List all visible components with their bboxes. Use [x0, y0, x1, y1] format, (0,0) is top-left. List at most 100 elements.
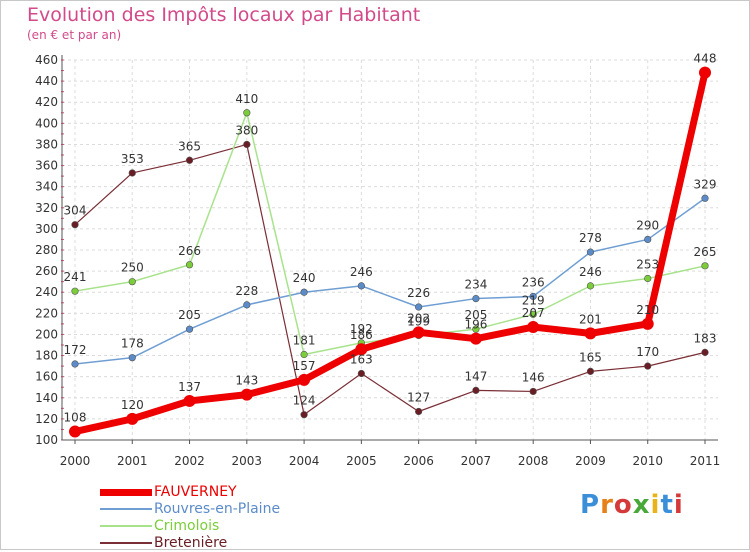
data-point-crimolois — [701, 262, 709, 270]
data-label-crimolois: 253 — [636, 258, 659, 272]
y-tick-label: 340 — [35, 180, 58, 194]
y-tick-label: 320 — [35, 201, 58, 215]
data-label-rouvres-en-plaine: 240 — [293, 271, 316, 285]
data-point-fauverney — [527, 321, 540, 334]
y-tick-label: 260 — [35, 264, 58, 278]
legend-label: Rouvres-en-Plaine — [154, 501, 281, 517]
data-point-rouvres-en-plaine — [586, 248, 595, 256]
data-point-breteni-re — [529, 387, 537, 396]
data-label-rouvres-en-plaine: 246 — [350, 265, 373, 279]
data-label-rouvres-en-plaine: 290 — [636, 218, 659, 232]
data-label-fauverney: 448 — [694, 52, 717, 66]
y-tick-label: 460 — [35, 53, 58, 67]
x-tick-label: 2003 — [232, 454, 263, 468]
data-label-crimolois: 192 — [350, 322, 373, 336]
data-point-fauverney — [69, 425, 81, 438]
y-tick-label: 180 — [35, 349, 58, 363]
y-tick-label: 440 — [35, 74, 58, 88]
legend-swatch — [100, 508, 152, 510]
data-label-fauverney: 137 — [178, 380, 201, 394]
y-tick-label: 400 — [35, 116, 58, 130]
tick-labels: 100 120 140 160 180 200 220 240 260 280 300 320 340 3… — [35, 53, 720, 468]
chart-subtitle: (en € et par an) — [27, 28, 122, 42]
data-label-fauverney: 120 — [121, 398, 144, 412]
data-point-crimolois — [300, 350, 308, 359]
data-point-breteni-re — [128, 169, 136, 177]
data-label-crimolois: 410 — [235, 92, 258, 106]
data-point-rouvres-en-plaine — [701, 194, 709, 202]
legend-swatch — [100, 525, 152, 527]
data-label-crimolois: 265 — [694, 245, 717, 259]
data-label-crimolois: 266 — [178, 244, 201, 258]
data-label-fauverney: 143 — [235, 374, 258, 388]
y-tick-label: 200 — [35, 327, 58, 341]
data-point-crimolois — [529, 310, 537, 318]
data-label-breteni-re: 146 — [522, 370, 545, 384]
data-label-breteni-re: 304 — [64, 204, 87, 218]
logo-letter: o — [613, 490, 633, 520]
data-label-rouvres-en-plaine: 226 — [407, 286, 430, 300]
data-label-fauverney: 207 — [522, 306, 545, 320]
data-label-breteni-re: 183 — [694, 331, 717, 345]
data-label-fauverney: 210 — [636, 303, 659, 317]
data-point-rouvres-en-plaine — [472, 294, 480, 303]
data-point-crimolois — [185, 261, 194, 269]
data-label-breteni-re: 365 — [178, 139, 201, 153]
data-point-fauverney — [240, 388, 253, 401]
data-point-crimolois — [128, 278, 136, 286]
x-tick-label: 2006 — [403, 454, 434, 468]
data-label-rouvres-en-plaine: 172 — [64, 343, 87, 357]
x-tick-label: 2001 — [117, 454, 148, 468]
data-point-crimolois — [243, 109, 251, 117]
data-point-rouvres-en-plaine — [300, 288, 308, 296]
data-label-crimolois: 219 — [522, 293, 545, 307]
series-line-breteni-re — [74, 143, 706, 416]
data-label-fauverney: 202 — [407, 311, 430, 325]
data-point-rouvres-en-plaine — [71, 360, 79, 368]
y-tick-label: 420 — [35, 95, 58, 109]
data-point-breteni-re — [243, 140, 251, 149]
logo-letter: t — [660, 490, 674, 520]
data-label-breteni-re: 380 — [235, 123, 258, 137]
data-point-fauverney — [126, 412, 139, 425]
data-point-fauverney — [469, 332, 482, 345]
data-point-breteni-re — [357, 369, 365, 378]
chart-title: Evolution des Impôts locaux par Habitant — [27, 4, 421, 26]
data-point-breteni-re — [472, 386, 480, 394]
legend-label: Bretenière — [154, 535, 228, 551]
data-label-rouvres-en-plaine: 278 — [579, 231, 602, 245]
data-label-breteni-re: 165 — [579, 350, 602, 364]
x-tick-label: 2004 — [289, 454, 320, 468]
data-label-fauverney: 196 — [464, 318, 487, 332]
data-point-breteni-re — [644, 362, 652, 370]
y-tick-label: 100 — [35, 433, 58, 447]
data-point-fauverney — [298, 373, 311, 386]
data-label-fauverney: 108 — [64, 411, 87, 425]
x-tick-label: 2005 — [346, 454, 377, 468]
x-tick-label: 2010 — [632, 454, 663, 468]
data-label-crimolois: 181 — [293, 334, 316, 348]
y-tick-label: 380 — [35, 137, 58, 151]
y-tick-label: 160 — [35, 370, 58, 384]
data-label-rouvres-en-plaine: 178 — [121, 337, 144, 351]
data-point-rouvres-en-plaine — [415, 303, 423, 311]
data-point-fauverney — [584, 327, 597, 340]
grid-lines — [62, 59, 718, 441]
data-label-rouvres-en-plaine: 329 — [694, 177, 717, 191]
data-label-crimolois: 250 — [121, 261, 144, 275]
data-points — [69, 66, 711, 438]
data-label-crimolois: 241 — [64, 270, 87, 284]
data-label-rouvres-en-plaine: 205 — [178, 308, 201, 322]
data-label-fauverney: 157 — [293, 359, 316, 373]
data-point-rouvres-en-plaine — [529, 292, 537, 301]
logo-letter: P — [580, 490, 601, 520]
data-point-breteni-re — [300, 411, 308, 419]
legend-swatch — [100, 542, 152, 544]
x-tick-label: 2008 — [518, 454, 549, 468]
data-label-breteni-re: 353 — [121, 152, 144, 166]
x-tick-label: 2002 — [174, 454, 205, 468]
data-point-rouvres-en-plaine — [357, 282, 365, 290]
x-tick-label: 2011 — [690, 454, 721, 468]
series-line-rouvres-en-plaine — [74, 197, 706, 365]
